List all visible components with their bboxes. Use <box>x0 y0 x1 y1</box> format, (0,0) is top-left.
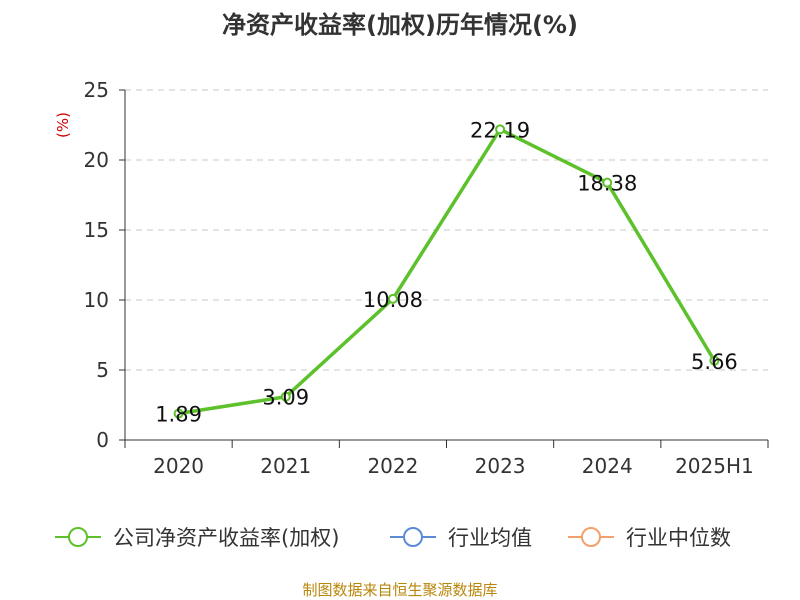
data-point <box>495 124 506 135</box>
y-tick-label: 15 <box>84 218 109 242</box>
legend-label: 行业中位数 <box>626 526 731 550</box>
axes: 0 5 10 15 20 25 2020 2021 2022 2023 2024 2025H1 <box>84 78 769 478</box>
data-point <box>173 408 184 419</box>
x-tick-label: 2025H1 <box>675 454 754 478</box>
legend: 公司净资产收益率(加权) 行业均值 行业中位数 <box>55 526 731 550</box>
data-label: 10.08 <box>363 288 423 312</box>
data-label: 5.66 <box>691 350 738 374</box>
y-tick-label: 0 <box>96 428 109 452</box>
series: 1.89 3.09 10.08 22.19 18.38 5.66 <box>155 118 738 426</box>
legend-marker <box>68 527 88 547</box>
legend-marker <box>581 527 601 547</box>
y-tick-label: 25 <box>84 78 109 102</box>
data-label: 1.89 <box>155 403 202 427</box>
x-tick-label: 2020 <box>153 454 204 478</box>
data-point <box>387 293 398 304</box>
y-axis-label: (%) <box>54 112 72 138</box>
data-label: 22.19 <box>470 118 530 142</box>
y-tick-label: 5 <box>96 358 109 382</box>
y-tick-label: 10 <box>84 288 109 312</box>
x-tick-label: 2022 <box>367 454 418 478</box>
x-tick-label: 2023 <box>475 454 526 478</box>
grid <box>125 89 768 371</box>
data-point <box>709 355 720 366</box>
legend-label: 行业均值 <box>448 526 532 550</box>
series-line <box>178 127 716 416</box>
x-tick-label: 2024 <box>582 454 633 478</box>
data-point <box>280 391 291 402</box>
data-point <box>602 177 613 188</box>
chart-title: 净资产收益率(加权)历年情况(%) <box>222 11 578 39</box>
x-tick-label: 2021 <box>260 454 311 478</box>
data-label: 18.38 <box>577 172 637 196</box>
legend-marker <box>403 527 423 547</box>
legend-label: 公司净资产收益率(加权) <box>113 526 339 550</box>
data-label: 3.09 <box>262 386 309 410</box>
y-tick-label: 20 <box>84 148 109 172</box>
source-note: 制图数据来自恒生聚源数据库 <box>302 581 497 599</box>
